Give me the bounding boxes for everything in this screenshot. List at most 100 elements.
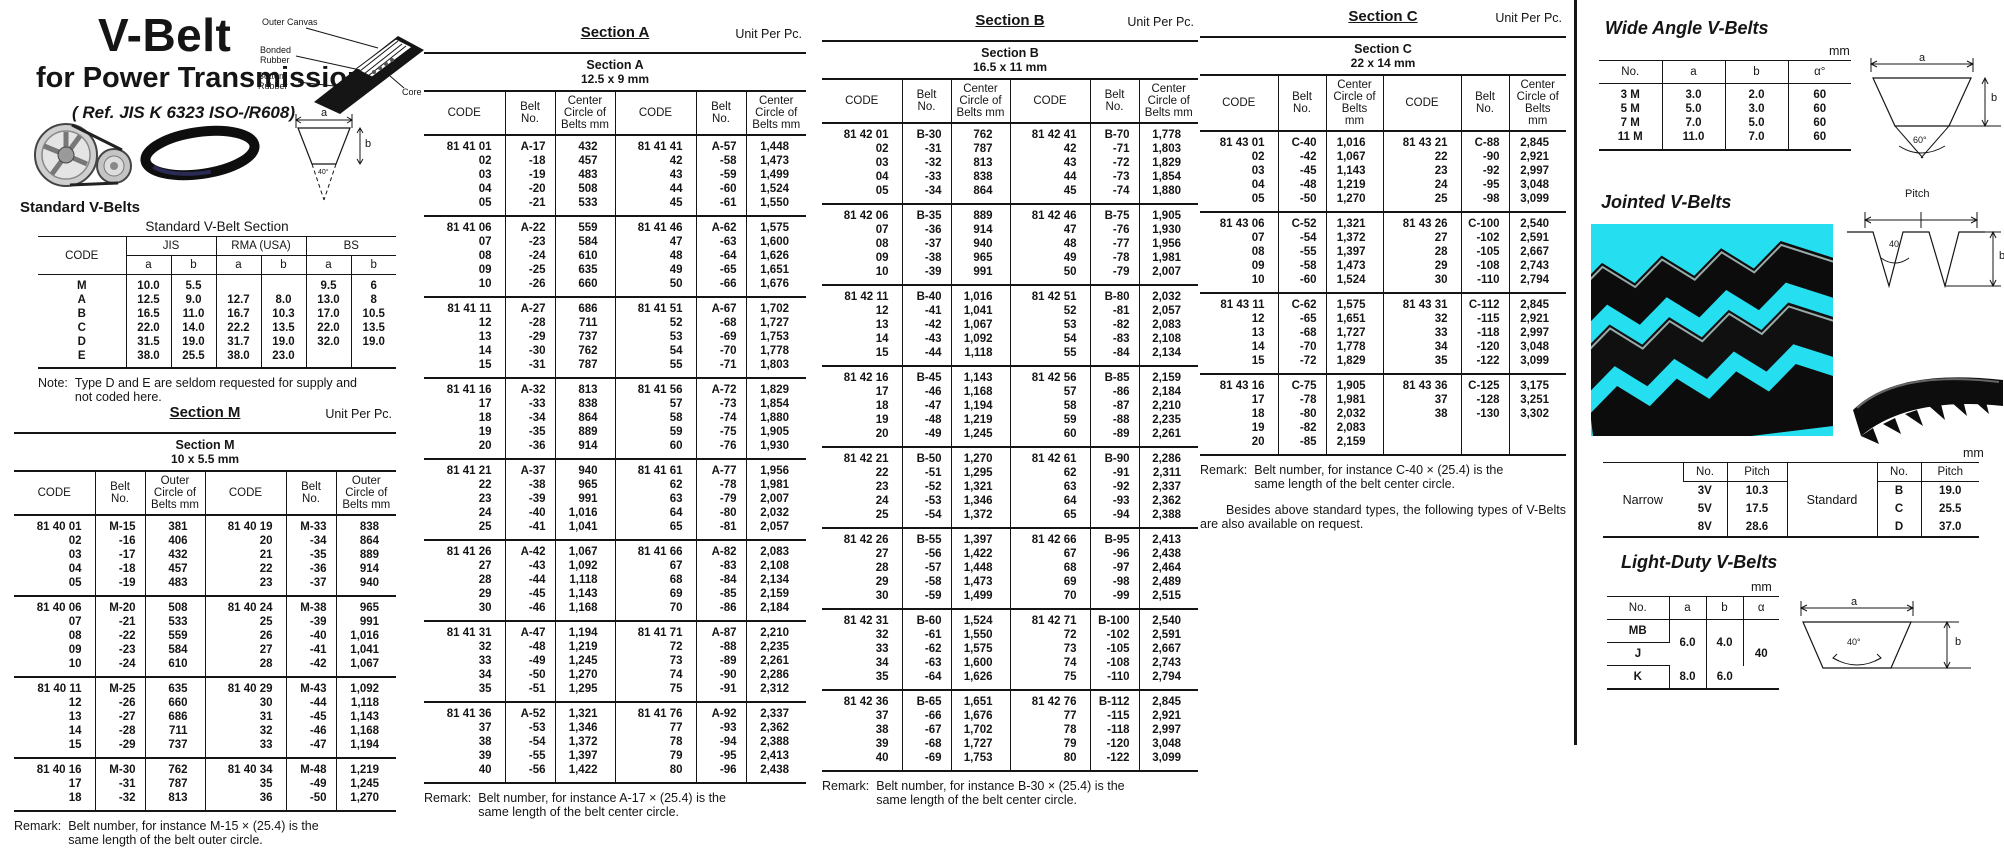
- table-cell: 57: [615, 397, 697, 411]
- table-cell: 1,854: [1152, 171, 1181, 183]
- table-cell: 81 43 01: [1200, 131, 1279, 150]
- table-cell: M-33: [286, 515, 337, 534]
- section-a-header: Section A Unit Per Pc.: [424, 24, 806, 44]
- table-cell: 1,803: [1152, 143, 1181, 155]
- table-cell: 2,845: [1520, 299, 1549, 311]
- table-cell: 1,245: [555, 654, 616, 668]
- col-header: CODE: [205, 471, 287, 516]
- table-cell: -74: [696, 411, 747, 425]
- table-cell: 1,092: [951, 332, 1011, 346]
- table-cell: 47: [615, 235, 697, 249]
- belt-row-group: 81 40 01 M-15 381 81 40 19 M-33 838 02 -16 406 20…: [14, 515, 397, 596]
- table-cell: 762: [555, 344, 616, 358]
- table-cell: -122: [1461, 354, 1510, 374]
- table-cell: 34: [424, 668, 506, 682]
- table-cell: -50: [1278, 192, 1327, 212]
- table-row: 32 -61 1,550 72 -102 2,591: [822, 628, 1198, 642]
- table-cell: 6: [370, 280, 377, 292]
- wide-angle-diagram: a b 60°: [1861, 53, 2004, 170]
- label-outer-canvas: Outer Canvas: [262, 17, 318, 27]
- table-row: 02 -18 457 42 -58 1,473: [424, 154, 806, 168]
- table-cell: 19: [822, 413, 903, 427]
- wide-angle-heading: Wide Angle V-Belts: [1605, 18, 1769, 38]
- table-cell: -45: [1278, 164, 1327, 178]
- table-cell: 1,016: [951, 285, 1011, 304]
- table-row: 5V 17.5 C 25.5: [1603, 500, 1979, 518]
- table-cell: D: [1876, 518, 1921, 537]
- table-cell: 965: [359, 602, 380, 614]
- table-cell: 24: [424, 506, 506, 520]
- table-cell: 55: [615, 358, 697, 378]
- table-cell: 79: [615, 749, 697, 763]
- table-cell: 10.3: [261, 307, 307, 321]
- table-cell: -53: [505, 721, 556, 735]
- table-cell: B-90: [1090, 447, 1140, 466]
- table-cell: -74: [1090, 184, 1140, 204]
- table-cell: -37: [902, 237, 952, 251]
- table-cell: 2,134: [1152, 347, 1181, 359]
- table-cell: -40: [505, 506, 556, 520]
- table-cell: 81 42 36: [822, 690, 903, 709]
- table-cell: 03: [1200, 164, 1279, 178]
- table-row: 37 -53 1,346 77 -93 2,362: [424, 721, 806, 735]
- besides-note: Besides above standard types, the follow…: [1200, 503, 1566, 531]
- col-header: Center Circle of Belts mm: [1326, 75, 1384, 132]
- table-cell: 686: [145, 710, 206, 724]
- table-cell: 14.0: [171, 321, 217, 335]
- table-cell: -102: [1461, 231, 1510, 245]
- table-cell: -60: [1278, 273, 1327, 293]
- col-alpha: α: [1743, 596, 1779, 620]
- standard-label: Standard: [1786, 462, 1877, 537]
- table-cell: 42: [1010, 142, 1091, 156]
- unit-per-pc: Unit Per Pc.: [735, 27, 802, 41]
- table-row: 07 -23 584 47 -63 1,600: [424, 235, 806, 249]
- table-cell: -57: [902, 561, 952, 575]
- light-duty-image: [1799, 601, 1971, 670]
- table-cell: 8.0: [261, 293, 307, 307]
- table-cell: 1,651: [951, 690, 1011, 709]
- table-cell: -18: [505, 154, 556, 168]
- table-row: 10 -26 660 50 -66 1,676: [424, 277, 806, 297]
- table-cell: -73: [1090, 170, 1140, 184]
- table-cell: -27: [95, 710, 146, 724]
- table-cell: 12: [822, 304, 903, 318]
- table-cell: -41: [902, 304, 952, 318]
- table-cell: C-125: [1461, 374, 1510, 393]
- table-cell: 1,270: [1326, 192, 1384, 212]
- table-cell: 28.6: [1726, 518, 1787, 537]
- table-row: 27 -43 1,092 67 -83 2,108: [424, 559, 806, 573]
- table-cell: [1383, 435, 1462, 455]
- table-cell: 1,905: [1152, 210, 1181, 222]
- table-cell: 3,175: [1520, 380, 1549, 392]
- table-cell: -118: [1090, 723, 1140, 737]
- table-cell: B-80: [1090, 285, 1140, 304]
- table-cell: 1,829: [1326, 354, 1384, 374]
- table-cell: 1,168: [951, 385, 1011, 399]
- table-cell: 737: [145, 738, 206, 758]
- table-cell: 22.2: [216, 321, 262, 335]
- table-cell: 34: [1383, 340, 1462, 354]
- table-cell: -92: [1090, 480, 1140, 494]
- col-header: Center Circle of Belts mm: [1139, 79, 1198, 124]
- table-cell: 2,007: [1152, 266, 1181, 278]
- table-cell: -44: [902, 346, 952, 366]
- table-cell: 533: [145, 615, 206, 629]
- table-cell: -56: [505, 763, 556, 783]
- standard-table-caption: Standard V-Belt Section: [145, 219, 289, 234]
- table-cell: 1,499: [951, 589, 1011, 609]
- table-cell: B-45: [902, 366, 952, 385]
- table-cell: 35: [205, 777, 287, 791]
- table-cell: 1,041: [350, 644, 380, 656]
- table-cell: 67: [1010, 547, 1091, 561]
- table-cell: 60: [1813, 117, 1827, 129]
- table-cell: 1,422: [951, 547, 1011, 561]
- table-cell: 1,575: [760, 222, 789, 234]
- col-rma: RMA (USA): [215, 236, 307, 256]
- sub-a: a: [305, 255, 352, 275]
- table-cell: 17: [424, 397, 506, 411]
- table-cell: M-48: [286, 758, 337, 777]
- table-cell: -56: [902, 547, 952, 561]
- table-cell: 2,057: [760, 521, 789, 533]
- table-cell: 54: [615, 344, 697, 358]
- table-cell: 30: [822, 589, 903, 609]
